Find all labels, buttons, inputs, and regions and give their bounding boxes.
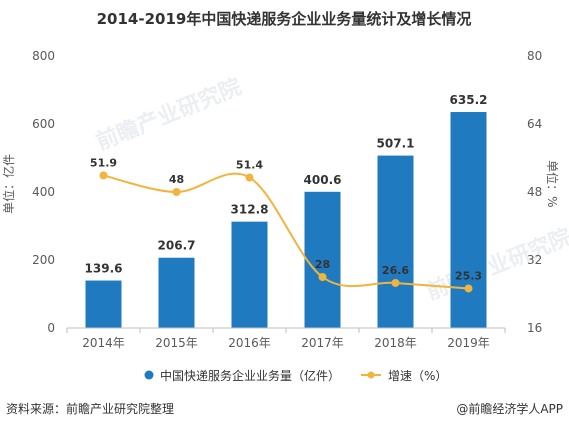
growth-point: [318, 273, 327, 281]
growth-value-label: 25.3: [455, 269, 482, 282]
x-tick-label: 2016年: [228, 336, 271, 350]
watermark-text-2: 前瞻产业研究院: [423, 224, 569, 306]
growth-value-label: 26.6: [382, 264, 409, 277]
watermark-text-1: 前瞻产业研究院: [93, 74, 246, 156]
growth-line: [103, 172, 469, 290]
legend-line-label: 增速（%）: [388, 369, 447, 383]
growth-point: [245, 173, 254, 182]
y-tick-label: 600: [32, 117, 55, 131]
bar: [158, 257, 195, 328]
x-tick-label: 2017年: [301, 336, 344, 350]
y-tick-label: 200: [32, 253, 55, 267]
x-tick-label: 2015年: [155, 336, 198, 350]
x-tick-label: 2019年: [447, 336, 490, 350]
bar-value-label: 635.2: [450, 93, 488, 107]
growth-point: [99, 171, 108, 180]
y-tick-label: 400: [32, 185, 55, 199]
y2-tick-label: 16: [527, 321, 542, 335]
x-tick-label: 2014年: [82, 336, 125, 350]
legend: 中国快递服务企业业务量（亿件） 增速（%）: [144, 368, 447, 383]
bar-value-label: 507.1: [377, 137, 415, 151]
bar: [85, 280, 122, 328]
y2-tick-label: 48: [527, 185, 542, 199]
bar-value-label: 139.6: [85, 262, 123, 276]
y2-tick-label: 32: [527, 253, 542, 267]
y-tick-label: 800: [32, 49, 55, 63]
growth-point: [172, 188, 181, 196]
y2-tick-label: 64: [527, 117, 542, 131]
bar: [231, 221, 268, 328]
bar-value-label: 400.6: [304, 173, 342, 187]
growth-point: [464, 284, 473, 293]
growth-value-label: 48: [169, 173, 184, 186]
growth-value-label: 51.9: [90, 156, 117, 169]
y-axis-label: 单位：亿件: [1, 154, 16, 214]
source-note: 资料来源：前瞻产业研究院整理: [6, 401, 174, 416]
bar: [377, 155, 414, 328]
y2-axis-label: 单位：%: [545, 160, 560, 207]
legend-bar-swatch: [144, 370, 154, 380]
growth-value-label: 51.4: [236, 159, 263, 172]
y2-tick-label: 80: [527, 49, 542, 63]
axes: 2014年 2015年 2016年 2017年 2018年 2019年 0 200 400 600…: [32, 49, 542, 350]
bar: [304, 191, 341, 328]
brand-label: @前瞻经济学人APP: [456, 401, 563, 416]
y-tick-label: 0: [47, 321, 55, 335]
legend-line-marker: [367, 371, 375, 379]
growth-value-label: 28: [315, 258, 330, 271]
bar: [450, 112, 487, 328]
chart-title: 2014-2019年中国快递服务企业业务量统计及增长情况: [97, 10, 472, 28]
bar-series: 139.6 206.7 312.8 400.6 507.1 635.2: [85, 93, 488, 328]
x-tick-label: 2018年: [374, 336, 417, 350]
line-series: 51.9 48 51.4 28 26.6 25.3: [90, 156, 482, 293]
legend-bar-label: 中国快递服务企业业务量（亿件）: [160, 368, 340, 383]
growth-point: [391, 278, 400, 287]
bar-value-label: 206.7: [158, 239, 196, 253]
bar-value-label: 312.8: [231, 203, 269, 217]
